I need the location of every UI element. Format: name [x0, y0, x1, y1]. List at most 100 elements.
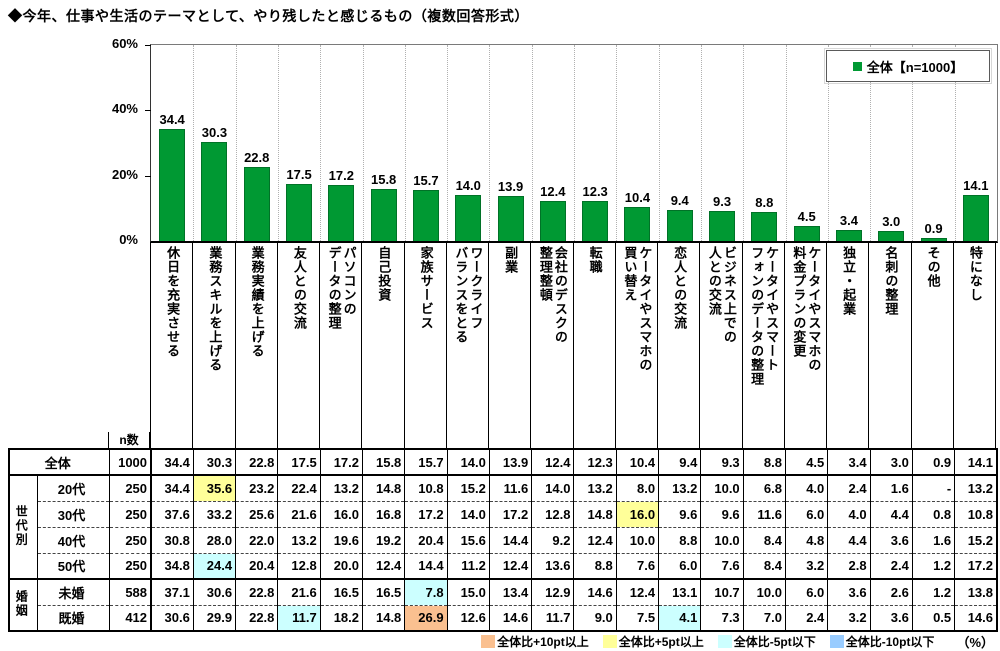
table-cell: 28.0 [192, 526, 237, 553]
category-label-text: 友人との交流 [291, 246, 307, 330]
column-separator [320, 45, 322, 241]
category-label-text: ケータイやスマホの 料金プランの変更 [791, 246, 822, 372]
table-cell: 2.4 [784, 604, 829, 631]
table-cell: 13.8 [954, 578, 998, 605]
row-label: 30代 [36, 500, 110, 527]
bar-column: 8.8 [743, 45, 785, 241]
n-value-cell: 1000 [108, 449, 153, 475]
column-separator [193, 45, 195, 241]
table-cell: 14.8 [573, 500, 617, 527]
bar-value-label: 12.3 [582, 183, 608, 199]
table-cell-highlighted: 24.4 [192, 552, 237, 579]
table-cell: 15.2 [446, 474, 490, 501]
bar-value-label: 30.3 [201, 125, 228, 141]
table-cell: 22.8 [235, 578, 279, 605]
table-cell: 33.2 [192, 500, 237, 527]
table-cell: 14.8 [361, 474, 406, 501]
column-separator [362, 45, 364, 241]
table-cell: 16.8 [361, 500, 406, 527]
bar-column: 9.3 [701, 45, 743, 241]
column-separator [954, 45, 956, 241]
bar-column: 17.5 [278, 45, 320, 241]
page-title: ◆今年、仕事や生活のテーマとして、やり残したと感じるもの（複数回答形式） [8, 8, 529, 24]
column-separator [404, 45, 406, 241]
table-cell: 14.6 [573, 578, 617, 605]
category-label-text: 家族サービス [418, 246, 434, 330]
table-cell: 13.6 [531, 552, 575, 579]
table-cell: 6.8 [742, 474, 786, 501]
category-label-text: 独立・起業 [841, 246, 857, 316]
bar-column: 14.1 [955, 45, 997, 241]
table-cell: 1.6 [911, 526, 956, 553]
table-cell: 11.6 [742, 500, 786, 527]
table-cell: 14.8 [361, 604, 406, 631]
category-label: ワークライフ バランスをとる [447, 242, 489, 448]
table-cell: 30.3 [192, 449, 237, 475]
table-cell: 18.2 [319, 604, 364, 631]
crosstab-table: 全体 1000 34.4 30.3 22.8 17.5 17.2 15.8 15.7 14.0 13… [8, 448, 998, 632]
highlight-legend: 全体比+10pt以上 全体比+5pt以上 全体比-5pt以下 全体比-10pt以下 （%… [467, 632, 994, 651]
category-label-text: ビジネス上での 人との交流 [706, 246, 737, 344]
table-cell: 17.2 [488, 500, 533, 527]
bar-column: 34.4 [151, 45, 193, 241]
table-cell: 4.8 [784, 526, 829, 553]
highlight-legend-item: 全体比+10pt以上 [481, 633, 589, 650]
bar [751, 212, 778, 241]
table-cell: 7.3 [700, 604, 744, 631]
table-cell: 10.0 [700, 526, 744, 553]
bar-value-label: 10.4 [624, 190, 651, 206]
category-label: 特になし [954, 242, 995, 448]
category-label: ケータイやスマホの 買い替え [616, 242, 658, 448]
y-axis-tick-mark [145, 45, 151, 46]
table-cell: 12.9 [531, 578, 575, 605]
table-cell: 37.6 [150, 500, 194, 527]
highlight-legend-item: 全体比-10pt以下 [829, 633, 934, 650]
table-cell: 17.2 [319, 449, 364, 475]
category-label-text: 会社のデスクの 整理整頓 [537, 246, 568, 344]
table-cell: 3.0 [869, 449, 913, 475]
table-cell: 22.8 [235, 604, 279, 631]
category-label-text: 名刺の整理 [883, 246, 899, 316]
bar [666, 210, 693, 241]
category-label: その他 [912, 242, 954, 448]
table-cell: 8.4 [742, 552, 786, 579]
table-cell: 4.0 [784, 474, 829, 501]
bar-column: 13.9 [489, 45, 531, 241]
n-column-header: n数 [108, 432, 150, 448]
table-cell: 0.5 [911, 604, 956, 631]
bar-value-label: 15.7 [413, 172, 439, 188]
table-cell: 3.2 [784, 552, 829, 579]
table-cell: 14.4 [404, 552, 448, 579]
table-cell: 14.6 [954, 604, 998, 631]
table-cell: 12.4 [531, 449, 575, 475]
n-value-cell: 250 [108, 500, 153, 527]
row-group-label: 婚姻 [8, 578, 38, 631]
table-cell: 9.0 [573, 604, 617, 631]
highlight-swatch-icon [829, 635, 844, 648]
category-label: ビジネス上での 人との交流 [700, 242, 743, 448]
table-cell: 4.4 [827, 526, 871, 553]
bar-column: 0.9 [912, 45, 954, 241]
table-cell: 2.4 [869, 552, 913, 579]
table-cell: 22.4 [277, 474, 321, 501]
bar-value-label: 22.8 [244, 149, 270, 165]
table-cell: 12.3 [573, 449, 617, 475]
bar-value-label: 14.1 [963, 177, 989, 193]
bar-value-label: 17.2 [328, 167, 354, 183]
column-separator [658, 45, 660, 241]
column-separator [870, 45, 872, 241]
table-cell: 12.4 [361, 552, 406, 579]
table-cell: 34.4 [150, 474, 194, 501]
column-separator [743, 45, 745, 241]
category-label: 自己投資 [362, 242, 405, 448]
bar [497, 195, 524, 241]
bar [286, 183, 313, 241]
table-cell: 22.8 [235, 449, 279, 475]
table-cell-highlighted: 11.7 [277, 604, 321, 631]
highlight-legend-label: 全体比-5pt以下 [733, 635, 816, 649]
y-axis-tick-label: 20% [111, 166, 138, 182]
bar-value-label: 8.8 [755, 195, 774, 211]
table-cell: 25.6 [235, 500, 279, 527]
highlight-swatch-icon [717, 635, 732, 648]
table-cell: 15.7 [404, 449, 448, 475]
